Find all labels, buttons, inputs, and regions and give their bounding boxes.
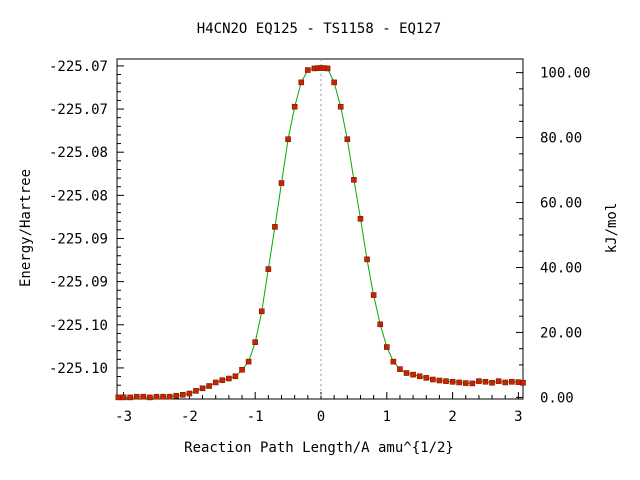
data-point (410, 371, 416, 378)
y-tick-label: -225.09 (49, 231, 108, 247)
secondary-y-axis-label: kJ/mol (604, 203, 620, 254)
data-point (252, 339, 258, 345)
y-tick-label: -225.08 (49, 145, 108, 161)
data-point (489, 379, 495, 386)
data-point (120, 394, 127, 401)
y2-tick-label: 80.00 (540, 131, 582, 147)
data-point (285, 136, 291, 143)
x-tick-label: -1 (247, 409, 264, 425)
y-tick-label: -225.08 (49, 188, 108, 204)
data-point (502, 379, 509, 386)
data-point (430, 376, 436, 383)
chart-title: H4CN2O EQ125 - TS1158 - EQ127 (197, 21, 441, 37)
data-point (469, 380, 476, 387)
data-point (482, 378, 489, 385)
data-point (166, 393, 173, 400)
x-tick-label: 3 (514, 409, 522, 425)
data-point (272, 224, 278, 230)
data-point (383, 344, 390, 350)
data-point (357, 215, 364, 222)
y-tick-label: -225.07 (49, 59, 108, 75)
y2-tick-label: 0.00 (540, 390, 574, 406)
plot-area: -3 -2 -1 0 1 2 3 -225.07 -225.07 -225.08 -225.08 -2… (49, 58, 591, 425)
data-point (147, 394, 153, 401)
data-point (462, 380, 469, 386)
data-point (180, 391, 186, 398)
data-point (278, 180, 285, 186)
data-point (226, 375, 232, 382)
y-tick-label: -225.09 (49, 275, 108, 291)
x-tick-label: -3 (115, 409, 132, 425)
data-point (140, 393, 147, 400)
x-tick-label: 1 (383, 409, 391, 425)
data-point (193, 388, 199, 394)
data-point (291, 103, 298, 110)
y-tick-label: -225.10 (49, 361, 108, 377)
data-point (133, 393, 140, 400)
data-point (456, 379, 462, 386)
data-point (436, 377, 443, 384)
data-point (476, 378, 482, 384)
data-point (370, 292, 377, 298)
data-point (206, 383, 212, 389)
data-point (390, 358, 397, 365)
data-point (377, 321, 384, 328)
data-point (298, 79, 305, 86)
y2-tick-label: 20.00 (540, 325, 582, 341)
data-point (443, 378, 449, 384)
data-point (397, 366, 403, 372)
y-tick-label: -225.10 (49, 318, 108, 334)
data-point (423, 375, 430, 381)
data-point (245, 358, 252, 365)
data-point (305, 67, 311, 73)
data-point (364, 256, 370, 263)
data-point (212, 379, 219, 386)
y2-tick-label: 60.00 (540, 196, 582, 212)
x-axis-label: Reaction Path Length/A amu^{1/2} (184, 440, 454, 456)
data-point (265, 266, 272, 272)
y-axis-label: Energy/Hartree (18, 169, 34, 287)
y2-tick-label: 40.00 (540, 260, 582, 276)
x-tick-label: 2 (448, 409, 456, 425)
y-tick-label: -225.07 (49, 102, 108, 118)
data-point (344, 136, 351, 143)
y2-tick-label: 100.00 (540, 66, 591, 82)
data-point (232, 373, 239, 380)
data-point (403, 370, 410, 376)
data-point (115, 394, 122, 401)
data-point (186, 390, 193, 397)
x-tick-label: 0 (317, 409, 325, 425)
data-point (173, 392, 180, 399)
data-point (219, 377, 226, 383)
series-line (118, 67, 524, 398)
data-point (239, 366, 245, 373)
data-point (515, 379, 522, 385)
data-point (449, 378, 456, 385)
plot-frame (116, 58, 524, 400)
x-tick-label: -2 (181, 409, 198, 425)
data-point (160, 393, 166, 400)
data-point (127, 394, 133, 401)
data-point (337, 103, 344, 110)
data-point (520, 379, 526, 386)
data-point (509, 378, 515, 385)
data-point (351, 177, 357, 183)
data-point (199, 385, 206, 392)
data-point (153, 393, 160, 400)
data-point (495, 378, 502, 384)
data-point (331, 79, 337, 86)
data-point (258, 308, 265, 315)
data-point (416, 373, 423, 380)
data-point (324, 65, 331, 72)
